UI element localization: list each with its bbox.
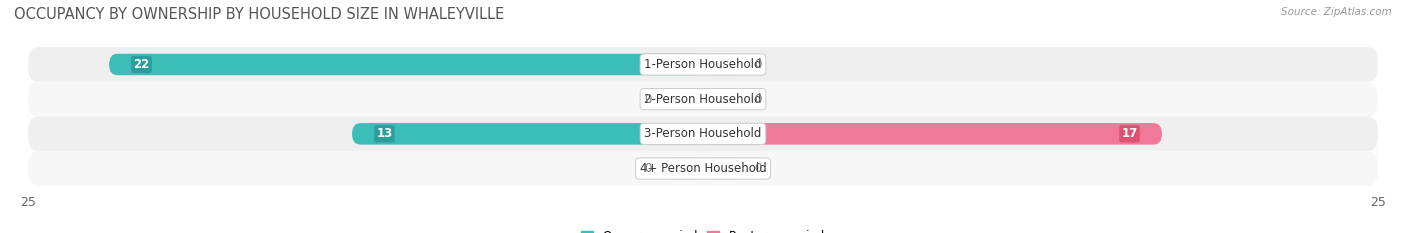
FancyBboxPatch shape bbox=[352, 123, 703, 145]
Text: 3-Person Household: 3-Person Household bbox=[644, 127, 762, 140]
FancyBboxPatch shape bbox=[28, 47, 1378, 82]
FancyBboxPatch shape bbox=[703, 123, 1161, 145]
Text: 13: 13 bbox=[377, 127, 392, 140]
Text: 0: 0 bbox=[644, 162, 652, 175]
FancyBboxPatch shape bbox=[703, 158, 744, 179]
Text: 0: 0 bbox=[754, 162, 762, 175]
FancyBboxPatch shape bbox=[28, 151, 1378, 186]
Text: 17: 17 bbox=[1122, 127, 1137, 140]
Text: 0: 0 bbox=[754, 58, 762, 71]
Text: 0: 0 bbox=[754, 93, 762, 106]
Legend: Owner-occupied, Renter-occupied: Owner-occupied, Renter-occupied bbox=[576, 225, 830, 233]
Text: Source: ZipAtlas.com: Source: ZipAtlas.com bbox=[1281, 7, 1392, 17]
Text: 22: 22 bbox=[134, 58, 149, 71]
FancyBboxPatch shape bbox=[703, 88, 744, 110]
Text: OCCUPANCY BY OWNERSHIP BY HOUSEHOLD SIZE IN WHALEYVILLE: OCCUPANCY BY OWNERSHIP BY HOUSEHOLD SIZE… bbox=[14, 7, 505, 22]
Text: 2-Person Household: 2-Person Household bbox=[644, 93, 762, 106]
FancyBboxPatch shape bbox=[28, 82, 1378, 116]
FancyBboxPatch shape bbox=[28, 116, 1378, 151]
FancyBboxPatch shape bbox=[110, 54, 703, 75]
Text: 1-Person Household: 1-Person Household bbox=[644, 58, 762, 71]
Text: 0: 0 bbox=[644, 93, 652, 106]
Text: 4+ Person Household: 4+ Person Household bbox=[640, 162, 766, 175]
FancyBboxPatch shape bbox=[662, 158, 703, 179]
FancyBboxPatch shape bbox=[662, 88, 703, 110]
FancyBboxPatch shape bbox=[703, 54, 744, 75]
